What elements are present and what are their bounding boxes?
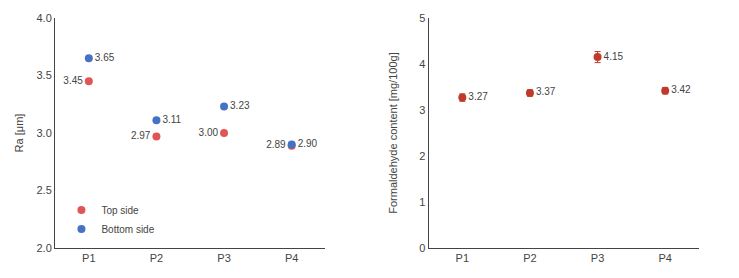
svg-text:Ra [μm]: Ra [μm] [13, 114, 25, 153]
svg-text:Bottom side: Bottom side [101, 224, 154, 235]
svg-text:2.5: 2.5 [37, 184, 52, 196]
svg-text:P3: P3 [591, 252, 604, 264]
svg-text:P4: P4 [658, 252, 671, 264]
svg-text:P4: P4 [285, 252, 298, 264]
svg-text:3.00: 3.00 [199, 127, 219, 138]
svg-text:P2: P2 [523, 252, 536, 264]
svg-text:4: 4 [419, 58, 425, 70]
svg-text:Top side: Top side [101, 205, 139, 216]
svg-text:2.90: 2.90 [298, 138, 318, 149]
svg-text:P2: P2 [150, 252, 163, 264]
svg-text:3: 3 [419, 104, 425, 116]
svg-text:2.89: 2.89 [266, 139, 286, 150]
svg-text:P1: P1 [82, 252, 95, 264]
svg-text:2.97: 2.97 [131, 130, 151, 141]
svg-text:3.45: 3.45 [63, 75, 83, 86]
svg-text:3.5: 3.5 [37, 69, 52, 81]
svg-text:2: 2 [419, 150, 425, 162]
svg-text:3.27: 3.27 [468, 91, 488, 102]
svg-text:1: 1 [419, 196, 425, 208]
svg-text:P3: P3 [217, 252, 230, 264]
svg-text:3.37: 3.37 [536, 86, 556, 97]
svg-text:3.11: 3.11 [162, 114, 181, 125]
svg-text:3.23: 3.23 [230, 100, 250, 111]
svg-text:2.0: 2.0 [37, 242, 52, 254]
svg-text:4.0: 4.0 [37, 12, 52, 24]
svg-text:0: 0 [419, 242, 425, 254]
svg-text:4.15: 4.15 [604, 51, 624, 62]
svg-text:3.65: 3.65 [95, 52, 115, 63]
svg-text:3.0: 3.0 [37, 127, 52, 139]
svg-text:3.42: 3.42 [671, 84, 691, 95]
svg-text:5: 5 [419, 12, 425, 24]
svg-text:Formaldehyde content [mg/100g]: Formaldehyde content [mg/100g] [387, 52, 399, 213]
svg-text:P1: P1 [456, 252, 469, 264]
